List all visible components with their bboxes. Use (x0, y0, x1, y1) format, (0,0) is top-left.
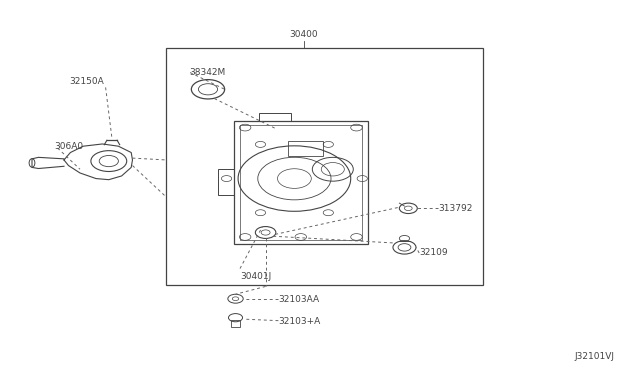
Text: 32109: 32109 (419, 248, 448, 257)
Text: 30400: 30400 (290, 30, 318, 39)
Text: 38342M: 38342M (189, 68, 225, 77)
Text: 313792: 313792 (438, 204, 473, 213)
Text: 30401J: 30401J (240, 272, 271, 281)
Text: 32103+A: 32103+A (278, 317, 321, 326)
Text: 306A0: 306A0 (54, 142, 84, 151)
Bar (231, 320, 240, 327)
Bar (234, 121, 368, 244)
Text: 32150A: 32150A (69, 77, 104, 86)
Text: J32101VJ: J32101VJ (575, 352, 614, 361)
Bar (240, 125, 362, 240)
Bar (218, 169, 234, 195)
Bar (288, 141, 323, 156)
Text: 32103AA: 32103AA (278, 295, 319, 304)
Bar (166, 48, 483, 285)
Bar (259, 113, 291, 121)
